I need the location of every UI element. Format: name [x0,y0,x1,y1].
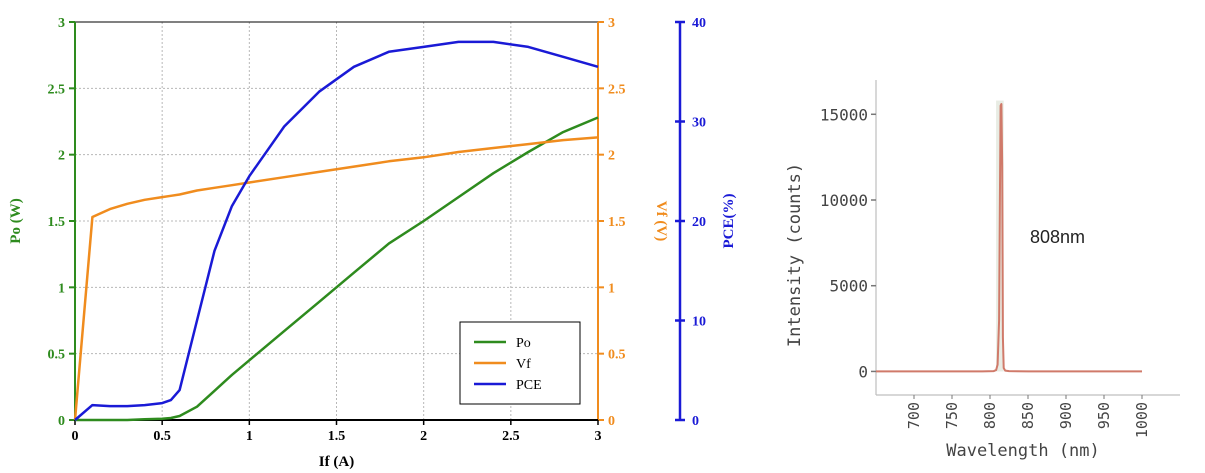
spectrum-y-tick-label: 10000 [820,191,868,210]
spectrum-y-tick-label: 0 [858,362,868,381]
legend-label: Po [516,336,531,351]
spectrum-line [876,103,1142,373]
y-tick-label-right-pce: 20 [692,215,706,230]
y-tick-label-left: 1.5 [48,215,66,230]
y-tick-label-right-vf: 0 [608,414,615,429]
lpc-x-axis-label: If (A) [319,454,354,470]
lpc-legend: Po Vf PCE [459,321,581,405]
x-tick-label: 0.5 [153,429,171,444]
y-tick-label-right-pce: 40 [692,16,706,31]
spectrum-x-tick-label: 800 [981,402,999,429]
lpc-series-group [73,40,599,422]
spectrum-x-tick-label: 700 [905,402,923,429]
y-tick-label-left: 2.5 [48,82,66,97]
spectrum-x-tick-label: 1000 [1133,402,1151,438]
lpc-y-axis-label-vf: Vf (V) [653,201,669,241]
spectrum-chart: 0 5000 10000 15000 700 750 800 850 900 950 1000 80… [770,70,1195,465]
series-line-pce [74,40,599,421]
spectrum-x-tick-label: 900 [1057,402,1075,429]
y-tick-label-right-vf: 3 [608,16,615,31]
y-tick-label-right-vf: 1 [608,281,615,296]
x-tick-label: 2.5 [502,429,520,444]
y-tick-label-right-pce: 10 [692,315,706,330]
spectrum-background [770,70,1195,465]
x-tick-label: 0 [72,429,79,444]
legend-label: PCE [516,378,542,393]
series-line-vf [73,136,599,421]
spectrum-x-axis-label: Wavelength (nm) [946,441,1100,461]
spectrum-x-tick-label: 850 [1019,402,1037,429]
series-line-po [75,116,599,422]
spectrum-x-tick-label: 750 [943,402,961,429]
y-tick-label-right-vf: 2 [608,149,615,164]
y-tick-label-left: 2 [58,149,65,164]
spectrum-x-tick-label: 950 [1095,402,1113,429]
lpc-y-axis-label-po: Po (W) [8,198,24,243]
x-tick-label: 1 [246,429,253,444]
spectrum-peak-annotation: 808nm [1030,227,1085,247]
y-tick-label-left: 3 [58,16,65,31]
y-tick-label-right-vf: 0.5 [608,348,626,363]
lpc-y-axis-label-pce: PCE(%) [721,194,737,249]
y-tick-label-left: 1 [58,281,65,296]
y-tick-label-right-pce: 30 [692,116,706,131]
y-tick-label-left: 0.5 [48,348,66,363]
legend-label: Vf [516,357,531,372]
x-tick-label: 2 [420,429,427,444]
spectrum-y-tick-label: 15000 [820,105,868,124]
y-tick-label-right-vf: 2.5 [608,82,626,97]
x-tick-label: 1.5 [328,429,346,444]
spectrum-y-tick-label: 5000 [829,277,868,296]
y-tick-label-right-vf: 1.5 [608,215,626,230]
x-tick-label: 3 [595,429,602,444]
y-tick-label-left: 0 [58,414,65,429]
spectrum-series-group [876,100,1142,373]
spectrum-y-axis-label: Intensity (counts) [785,163,805,347]
y-tick-label-right-pce: 0 [692,414,699,429]
